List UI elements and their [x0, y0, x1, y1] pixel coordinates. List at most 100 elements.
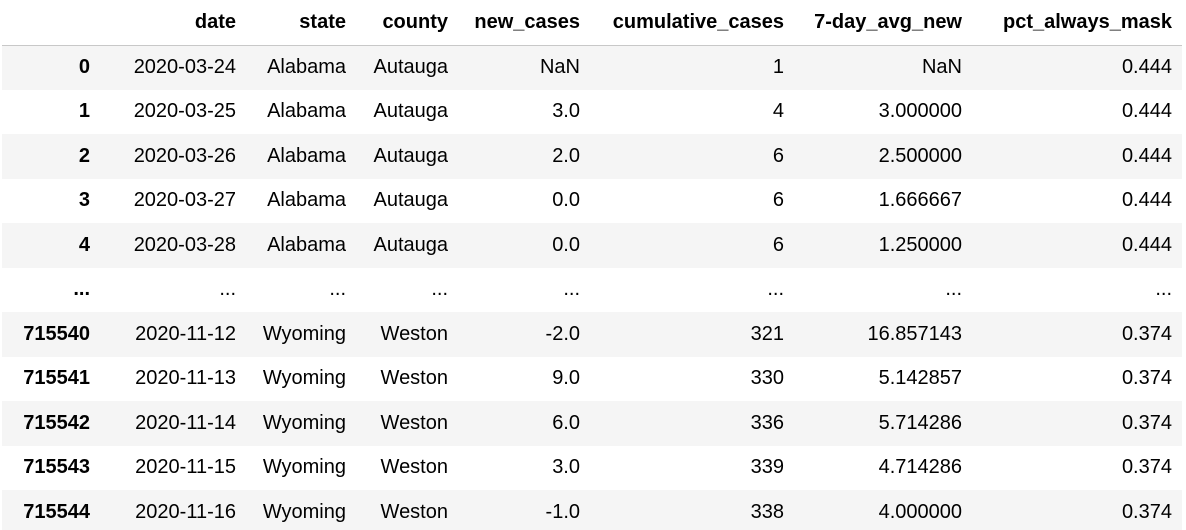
- table-cell: ...: [219, 278, 236, 301]
- table-cell: 2020-11-16: [135, 500, 236, 523]
- table-cell: Wyoming: [262, 456, 346, 479]
- table-row: 0 2020-03-24 Alabama Autauga NaN 1 NaN 0.444: [2, 45, 1182, 90]
- table-cell: Wyoming: [262, 322, 346, 345]
- table-cell: Autauga: [373, 100, 448, 123]
- table-cell: 0.444: [1121, 233, 1172, 256]
- table-cell: 2.500000: [878, 144, 962, 167]
- table-cell: 6: [772, 233, 784, 256]
- row-index: 715540: [23, 322, 90, 345]
- table-cell: 0.444: [1121, 189, 1172, 212]
- table-cell: 0.374: [1121, 500, 1172, 523]
- column-header-cumulative-cases: cumulative_cases: [590, 0, 794, 46]
- table-row: 715541 2020-11-13 Wyoming Weston 9.0 330 5.142…: [2, 356, 1182, 401]
- table-cell: 1: [772, 56, 784, 78]
- table-cell: 2.0: [552, 144, 580, 167]
- row-index: 1: [78, 100, 90, 123]
- table-cell: 2020-11-14: [135, 411, 236, 434]
- row-index: 715541: [23, 367, 90, 390]
- table-cell: Wyoming: [262, 367, 346, 390]
- table-row: 4 2020-03-28 Alabama Autauga 0.0 6 1.250000 0.4…: [2, 223, 1182, 268]
- table-cell: Weston: [380, 500, 448, 523]
- table-cell: Wyoming: [262, 500, 346, 523]
- column-header-7-day-avg-new: 7-day_avg_new: [794, 0, 972, 46]
- table-cell: 0.0: [552, 189, 580, 212]
- table-cell: 1.666667: [878, 189, 962, 212]
- table-cell: Weston: [380, 456, 448, 479]
- table-cell: 3.0: [552, 100, 580, 123]
- table-cell: 2020-03-26: [133, 144, 236, 167]
- column-header-new-cases: new_cases: [458, 0, 590, 46]
- table-cell: -2.0: [545, 322, 580, 345]
- row-index: 3: [78, 189, 90, 212]
- table-cell: Weston: [380, 411, 448, 434]
- table-cell: ...: [1155, 278, 1172, 301]
- table-cell: 3.000000: [878, 100, 962, 123]
- table-cell: 336: [750, 411, 784, 434]
- table-cell: Weston: [380, 367, 448, 390]
- table-cell: ...: [431, 278, 448, 301]
- table-cell: ...: [945, 278, 962, 301]
- index-header: [2, 0, 100, 46]
- table-body: 0 2020-03-24 Alabama Autauga NaN 1 NaN 0.444 1 20…: [2, 45, 1182, 530]
- table-cell: NaN: [539, 56, 580, 78]
- table-cell: 2020-11-13: [135, 367, 236, 390]
- row-index: 715542: [23, 411, 90, 434]
- header-row: date state county new_cases cumulative_cases…: [2, 0, 1182, 46]
- table-row: 3 2020-03-27 Alabama Autauga 0.0 6 1.666667 0.4…: [2, 178, 1182, 223]
- table-cell: 0.374: [1121, 411, 1172, 434]
- table-cell: Autauga: [373, 189, 448, 212]
- column-header-pct-always-mask: pct_always_mask: [972, 0, 1182, 46]
- table-cell: 5.142857: [878, 367, 962, 390]
- table-cell: 338: [750, 500, 784, 523]
- table-cell: 0.444: [1121, 56, 1172, 78]
- table-cell: ...: [329, 278, 346, 301]
- table-cell: 4: [772, 100, 784, 123]
- row-index: 715544: [23, 500, 90, 523]
- table-cell: ...: [767, 278, 784, 301]
- column-header-state: state: [246, 0, 356, 46]
- table-cell: 6: [772, 189, 784, 212]
- table-cell: 1.250000: [878, 233, 962, 256]
- table-cell: 0.374: [1121, 456, 1172, 479]
- table-cell: 5.714286: [878, 411, 962, 434]
- row-index: ...: [73, 278, 90, 301]
- table-cell: Autauga: [373, 233, 448, 256]
- table-cell: Wyoming: [262, 411, 346, 434]
- table-cell: 2020-03-27: [133, 189, 236, 212]
- table-cell: NaN: [921, 56, 962, 78]
- table-cell: 16.857143: [867, 322, 962, 345]
- table-row: 1 2020-03-25 Alabama Autauga 3.0 4 3.000000 0.4…: [2, 89, 1182, 134]
- table-cell: 0.0: [552, 233, 580, 256]
- table-row: 715540 2020-11-12 Wyoming Weston -2.0 321 16.8…: [2, 312, 1182, 357]
- table-cell: 0.374: [1121, 322, 1172, 345]
- table-cell: 2020-03-24: [133, 56, 236, 78]
- table-cell: 9.0: [552, 367, 580, 390]
- table-cell: ...: [563, 278, 580, 301]
- table-cell: 4.714286: [878, 456, 962, 479]
- table-header: date state county new_cases cumulative_cases…: [2, 0, 1182, 46]
- table-cell: Alabama: [267, 144, 346, 167]
- table-cell: Alabama: [267, 100, 346, 123]
- row-index: 715543: [23, 456, 90, 479]
- table-cell: 330: [750, 367, 784, 390]
- table-cell: 0.444: [1121, 144, 1172, 167]
- table-row: 715542 2020-11-14 Wyoming Weston 6.0 336 5.714…: [2, 401, 1182, 446]
- table-cell: 0.444: [1121, 100, 1172, 123]
- row-index: 0: [78, 56, 90, 78]
- table-cell: -1.0: [545, 500, 580, 523]
- table-row: 2 2020-03-26 Alabama Autauga 2.0 6 2.500000 0.4…: [2, 134, 1182, 179]
- table-cell: 6.0: [552, 411, 580, 434]
- table-cell: 6: [772, 144, 784, 167]
- table-cell: 321: [750, 322, 784, 345]
- row-index: 2: [78, 144, 90, 167]
- table-row: 715544 2020-11-16 Wyoming Weston -1.0 338 4.00…: [2, 490, 1182, 530]
- table-cell: 0.374: [1121, 367, 1172, 390]
- table-cell: 2020-11-12: [135, 322, 236, 345]
- table-cell: Alabama: [267, 189, 346, 212]
- table-cell: 3.0: [552, 456, 580, 479]
- row-index: 4: [78, 233, 90, 256]
- table-cell: Autauga: [373, 56, 448, 78]
- table-cell: Alabama: [267, 56, 346, 78]
- table-cell: 2020-03-25: [133, 100, 236, 123]
